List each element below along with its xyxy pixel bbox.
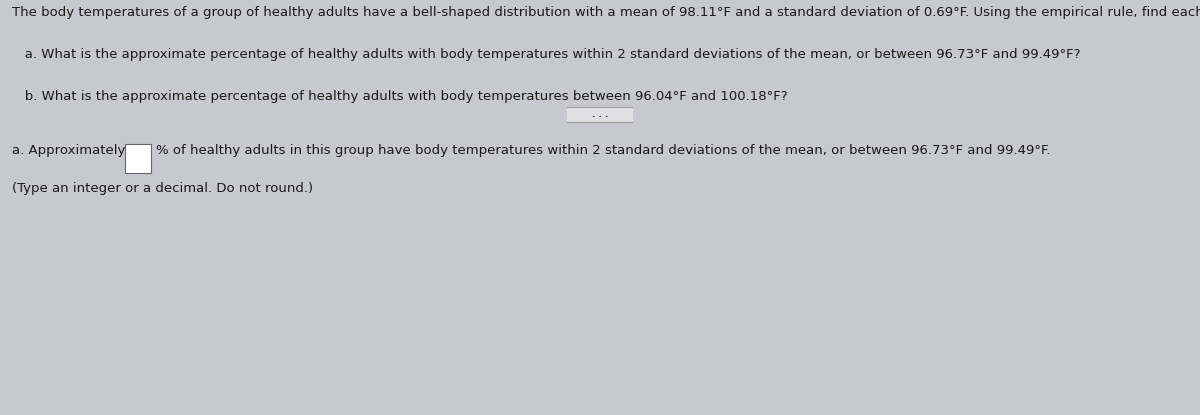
Text: The body temperatures of a group of healthy adults have a bell-shaped distributi: The body temperatures of a group of heal…: [12, 6, 1200, 19]
Text: % of healthy adults in this group have body temperatures within 2 standard devia: % of healthy adults in this group have b…: [156, 144, 1050, 156]
Text: . . .: . . .: [592, 110, 608, 119]
Text: a. Approximately: a. Approximately: [12, 144, 130, 156]
FancyBboxPatch shape: [125, 144, 151, 173]
Text: (Type an integer or a decimal. Do not round.): (Type an integer or a decimal. Do not ro…: [12, 182, 313, 195]
Text: b. What is the approximate percentage of healthy adults with body temperatures b: b. What is the approximate percentage of…: [12, 90, 787, 103]
FancyBboxPatch shape: [565, 107, 635, 122]
Text: a. What is the approximate percentage of healthy adults with body temperatures w: a. What is the approximate percentage of…: [12, 48, 1080, 61]
